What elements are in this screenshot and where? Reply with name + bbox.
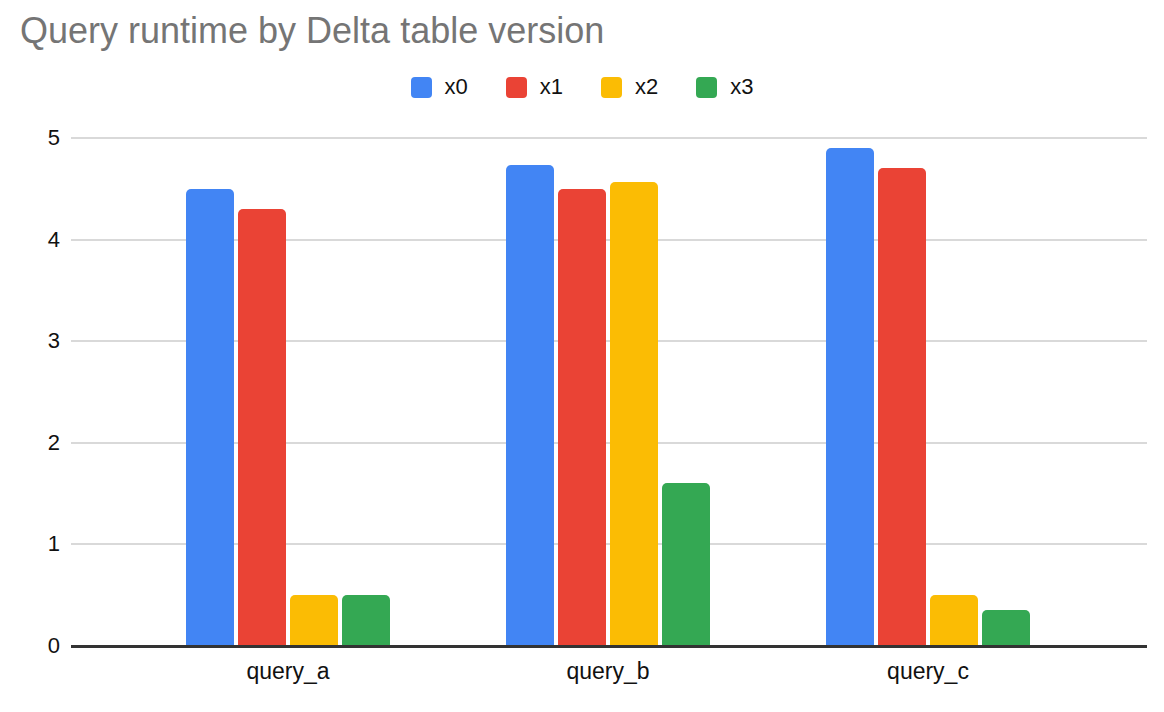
legend-color-swatch-x0 xyxy=(411,77,432,98)
legend-label-x1: x1 xyxy=(540,74,563,100)
legend-color-swatch-x3 xyxy=(696,77,717,98)
legend-label-x2: x2 xyxy=(635,74,658,100)
y-tick-label-2: 2 xyxy=(12,430,60,456)
legend-item-x2: x2 xyxy=(601,74,658,100)
bar-x3-query_b[interactable] xyxy=(662,483,710,646)
chart-title: Query runtime by Delta table version xyxy=(20,10,604,52)
bar-x0-query_a[interactable] xyxy=(186,189,234,646)
legend-item-x1: x1 xyxy=(506,74,563,100)
bar-x1-query_a[interactable] xyxy=(238,209,286,646)
bar-x0-query_c[interactable] xyxy=(826,148,874,646)
legend-color-swatch-x2 xyxy=(601,77,622,98)
bar-x2-query_b[interactable] xyxy=(610,182,658,646)
legend-item-x3: x3 xyxy=(696,74,753,100)
bar-x2-query_c[interactable] xyxy=(930,595,978,646)
chart-legend: x0 x1 x2 x3 xyxy=(0,74,1164,100)
x-axis-category-label-query_b: query_b xyxy=(566,658,649,685)
y-tick-label-5: 5 xyxy=(12,125,60,151)
x-axis-line xyxy=(71,645,1147,648)
gridline-y-5 xyxy=(71,137,1147,139)
y-tick-label-3: 3 xyxy=(12,328,60,354)
bar-chart: Query runtime by Delta table version x0x… xyxy=(0,0,1164,712)
bar-x1-query_c[interactable] xyxy=(878,168,926,646)
x-axis-category-label-query_c: query_c xyxy=(887,658,969,685)
y-tick-label-1: 1 xyxy=(12,531,60,557)
bar-x3-query_c[interactable] xyxy=(982,610,1030,646)
y-tick-label-0: 0 xyxy=(12,633,60,659)
bar-x0-query_b[interactable] xyxy=(506,165,554,646)
bar-x1-query_b[interactable] xyxy=(558,189,606,646)
bar-x3-query_a[interactable] xyxy=(342,595,390,646)
legend-label-x0: x0 xyxy=(445,74,468,100)
legend-item-x0: x0 xyxy=(411,74,468,100)
legend-color-swatch-x1 xyxy=(506,77,527,98)
legend-label-x3: x3 xyxy=(730,74,753,100)
x-axis-category-label-query_a: query_a xyxy=(246,658,329,685)
y-tick-label-4: 4 xyxy=(12,227,60,253)
bar-x2-query_a[interactable] xyxy=(290,595,338,646)
